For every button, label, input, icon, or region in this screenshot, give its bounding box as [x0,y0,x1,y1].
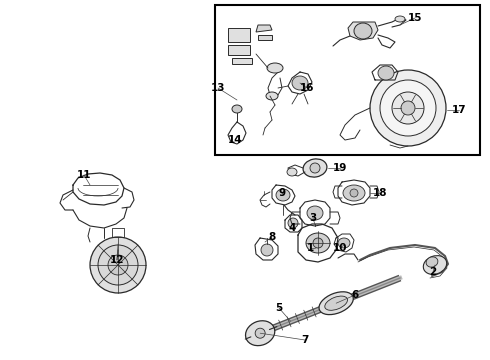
Polygon shape [348,22,378,40]
Text: 11: 11 [77,170,91,180]
Ellipse shape [276,189,290,201]
Circle shape [350,189,358,197]
Circle shape [261,244,273,256]
Circle shape [401,101,415,115]
Ellipse shape [354,23,372,39]
Text: 18: 18 [373,188,387,198]
Ellipse shape [423,256,447,274]
Text: 1: 1 [306,243,314,253]
Ellipse shape [343,185,365,201]
Circle shape [380,80,436,136]
Text: 7: 7 [301,335,309,345]
Polygon shape [258,35,272,40]
Circle shape [313,238,323,248]
Ellipse shape [267,63,283,73]
Ellipse shape [303,159,327,177]
Text: 2: 2 [429,267,437,277]
Polygon shape [232,58,252,64]
Ellipse shape [319,292,353,315]
Circle shape [98,245,138,285]
Ellipse shape [395,16,405,22]
Ellipse shape [306,233,330,253]
Text: 8: 8 [269,232,275,242]
Text: 19: 19 [333,163,347,173]
Ellipse shape [266,92,278,100]
Ellipse shape [307,206,323,220]
Ellipse shape [292,76,308,90]
Polygon shape [228,45,250,55]
Ellipse shape [325,296,347,310]
Text: 5: 5 [275,303,283,313]
Circle shape [108,255,128,275]
Text: 14: 14 [228,135,243,145]
Text: 4: 4 [288,223,295,233]
Ellipse shape [287,168,297,176]
Polygon shape [256,25,272,32]
Circle shape [90,237,146,293]
Circle shape [310,163,320,173]
Ellipse shape [232,105,242,113]
Circle shape [255,328,265,338]
Circle shape [392,92,424,124]
Ellipse shape [288,218,298,228]
Text: 16: 16 [300,83,314,93]
Text: 13: 13 [211,83,225,93]
Circle shape [370,70,446,146]
Ellipse shape [378,66,394,80]
Text: 17: 17 [452,105,466,115]
Ellipse shape [245,321,275,346]
Text: 9: 9 [278,188,286,198]
Text: 12: 12 [110,255,124,265]
Polygon shape [228,28,250,42]
Text: 15: 15 [408,13,422,23]
Text: 6: 6 [351,290,359,300]
Ellipse shape [338,238,350,248]
Bar [215,5,480,155]
Ellipse shape [426,257,438,267]
Text: 10: 10 [333,243,347,253]
Text: 3: 3 [309,213,317,223]
